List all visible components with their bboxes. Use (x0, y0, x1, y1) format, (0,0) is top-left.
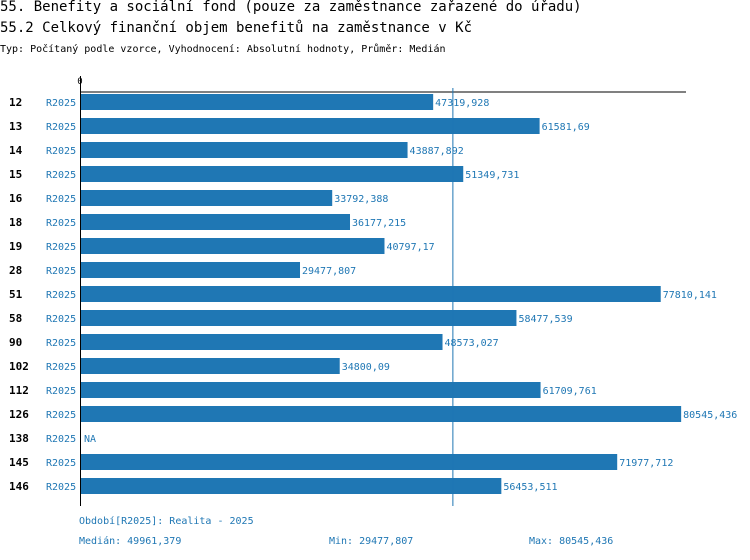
category-label: 102 (9, 360, 29, 373)
data-label: 48573,027 (445, 338, 499, 349)
data-label: 34800,09 (342, 362, 390, 373)
bar (81, 94, 434, 110)
bar (81, 118, 540, 134)
series-label: R2025 (46, 146, 76, 157)
footer-max: Max: 80545,436 (529, 536, 614, 547)
chart-subtitle: 55.2 Celkový finanční objem benefitů na … (0, 20, 473, 36)
category-label: 112 (9, 384, 29, 397)
data-label: 56453,511 (503, 482, 557, 493)
category-label: 19 (9, 240, 22, 253)
series-label: R2025 (46, 242, 76, 253)
bar (81, 334, 443, 350)
data-label: 33792,388 (334, 194, 388, 205)
category-label: 145 (9, 456, 29, 469)
series-label: R2025 (46, 266, 76, 277)
bar (81, 286, 661, 302)
bar (81, 262, 301, 278)
series-label: R2025 (46, 122, 76, 133)
data-label: 29477,807 (302, 266, 356, 277)
category-label: 146 (9, 480, 29, 493)
category-label: 90 (9, 336, 22, 349)
bar (81, 358, 340, 374)
data-label: NA (84, 434, 96, 445)
data-label: 61709,761 (543, 386, 597, 397)
series-label: R2025 (46, 314, 76, 325)
data-label: 51349,731 (465, 170, 519, 181)
bar (81, 382, 541, 398)
series-label: R2025 (46, 458, 76, 469)
series-label: R2025 (46, 434, 76, 445)
series-label: R2025 (46, 338, 76, 349)
bar (81, 238, 385, 254)
category-label: 58 (9, 312, 22, 325)
bar (81, 142, 408, 158)
series-label: R2025 (46, 482, 76, 493)
footer-min: Min: 29477,807 (329, 536, 414, 547)
bar (81, 406, 682, 422)
data-label: 61581,69 (542, 122, 590, 133)
data-label: 36177,215 (352, 218, 406, 229)
series-label: R2025 (46, 362, 76, 373)
series-label: R2025 (46, 218, 76, 229)
series-label: R2025 (46, 386, 76, 397)
x-tick-label-0: 0 (77, 77, 82, 87)
data-label: 43887,892 (410, 146, 464, 157)
series-label: R2025 (46, 290, 76, 301)
data-label: 71977,712 (619, 458, 673, 469)
bar (81, 190, 333, 206)
series-label: R2025 (46, 194, 76, 205)
bar (81, 310, 517, 326)
data-label: 58477,539 (518, 314, 572, 325)
category-label: 28 (9, 264, 22, 277)
data-label: 80545,436 (683, 410, 737, 421)
category-label: 126 (9, 408, 29, 421)
series-label: R2025 (46, 410, 76, 421)
category-label: 14 (9, 144, 23, 157)
category-label: 13 (9, 120, 22, 133)
series-label: R2025 (46, 98, 76, 109)
series-label: R2025 (46, 170, 76, 181)
footer-median: Medián: 49961,379 (79, 536, 182, 547)
category-label: 15 (9, 168, 22, 181)
data-label: 77810,141 (663, 290, 717, 301)
category-label: 12 (9, 96, 22, 109)
bar (81, 214, 351, 230)
category-label: 51 (9, 288, 23, 301)
data-label: 40797,17 (386, 242, 434, 253)
bar (81, 166, 464, 182)
bar (81, 454, 618, 470)
bar (81, 478, 502, 494)
chart-meta: Typ: Počítaný podle vzorce, Vyhodnocení:… (0, 44, 446, 55)
data-label: 47319,928 (435, 98, 489, 109)
chart-title: 55. Benefity a sociální fond (pouze za z… (0, 0, 582, 15)
category-label: 16 (9, 192, 23, 205)
footer-period: Období[R2025]: Realita - 2025 (79, 516, 254, 527)
category-label: 138 (9, 432, 29, 445)
category-label: 18 (9, 216, 22, 229)
